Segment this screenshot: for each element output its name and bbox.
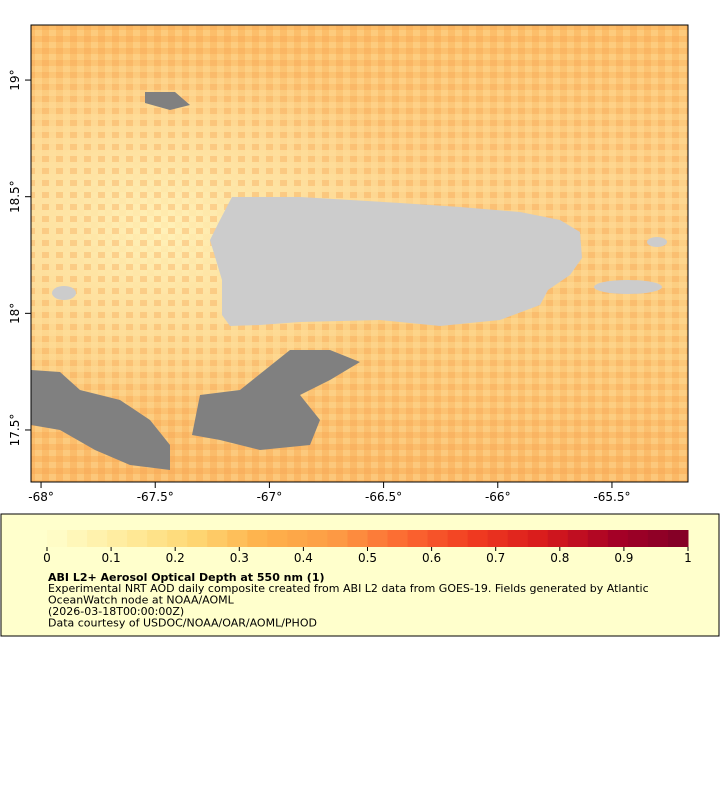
land <box>647 237 667 247</box>
colorbar-tick-label: 0.8 <box>550 551 569 565</box>
colorbar-cell <box>87 530 108 547</box>
land <box>52 286 76 300</box>
colorbar-cell <box>627 530 649 547</box>
colorbar-cell <box>267 530 288 547</box>
legend-line: OceanWatch node at NOAA/AOML <box>48 594 235 607</box>
no-data <box>31 370 170 470</box>
colorbar-cell <box>667 530 689 547</box>
land <box>594 280 662 294</box>
no-data <box>192 350 360 450</box>
legend-line: Data courtesy of USDOC/NOAA/OAR/AOML/PHO… <box>48 617 317 630</box>
colorbar-tick-label: 0.7 <box>486 551 505 565</box>
colorbar-tick-label: 0.6 <box>422 551 441 565</box>
colorbar-cell <box>47 530 68 547</box>
y-tick-label: 18.5° <box>8 180 22 213</box>
colorbar-cell <box>187 530 208 547</box>
colorbar-cell <box>447 530 469 547</box>
y-tick-label: 19° <box>8 69 22 90</box>
colorbar-tick-label: 0.1 <box>102 551 121 565</box>
colorbar-cell <box>327 530 348 547</box>
y-tick-label: 17.5° <box>8 414 22 447</box>
no-data <box>145 92 190 110</box>
colorbar-tick-label: 0.9 <box>614 551 633 565</box>
colorbar-cell <box>347 530 368 547</box>
legend-title: ABI L2+ Aerosol Optical Depth at 550 nm … <box>48 571 325 584</box>
colorbar-tick-label: 0.2 <box>166 551 185 565</box>
colorbar-cell <box>287 530 308 547</box>
colorbar-cell <box>607 530 629 547</box>
colorbar-cell <box>427 530 449 547</box>
colorbar-cell <box>547 530 569 547</box>
y-tick-label: 18° <box>8 303 22 324</box>
legend-line: Experimental NRT AOD daily composite cre… <box>48 582 649 595</box>
colorbar-cell <box>227 530 248 547</box>
map-area <box>30 24 689 483</box>
land <box>210 197 582 326</box>
colorbar-tick-label: 0.4 <box>294 551 313 565</box>
colorbar-cell <box>247 530 268 547</box>
colorbar-tick-label: 0.5 <box>358 551 377 565</box>
colorbar-cell <box>107 530 128 547</box>
x-tick-label: -66° <box>485 490 511 504</box>
x-tick-label: -66.5° <box>365 490 402 504</box>
colorbar-cell <box>527 530 549 547</box>
map-frame <box>30 24 689 483</box>
colorbar-cell <box>567 530 589 547</box>
x-tick-label: -68° <box>28 490 54 504</box>
colorbar-cell <box>387 530 409 547</box>
colorbar-cell <box>307 530 328 547</box>
colorbar-tick-label: 0.3 <box>230 551 249 565</box>
colorbar-cell <box>147 530 168 547</box>
colorbar-cell <box>487 530 509 547</box>
x-tick-label: -67° <box>257 490 283 504</box>
colorbar-cell <box>207 530 228 547</box>
colorbar-cell <box>647 530 669 547</box>
x-tick-label: -67.5° <box>137 490 174 504</box>
colorbar-cell <box>167 530 188 547</box>
colorbar-cell <box>367 530 389 547</box>
legend-line: (2026-03-18T00:00:00Z) <box>48 605 184 618</box>
colorbar-tick-label: 1 <box>684 551 692 565</box>
colorbar-cell <box>587 530 609 547</box>
colorbar-cell <box>67 530 88 547</box>
colorbar-cell <box>127 530 148 547</box>
colorbar-tick-label: 0 <box>43 551 51 565</box>
colorbar-cell <box>507 530 529 547</box>
x-tick-label: -65.5° <box>593 490 630 504</box>
colorbar-cell <box>467 530 489 547</box>
colorbar-cell <box>407 530 429 547</box>
